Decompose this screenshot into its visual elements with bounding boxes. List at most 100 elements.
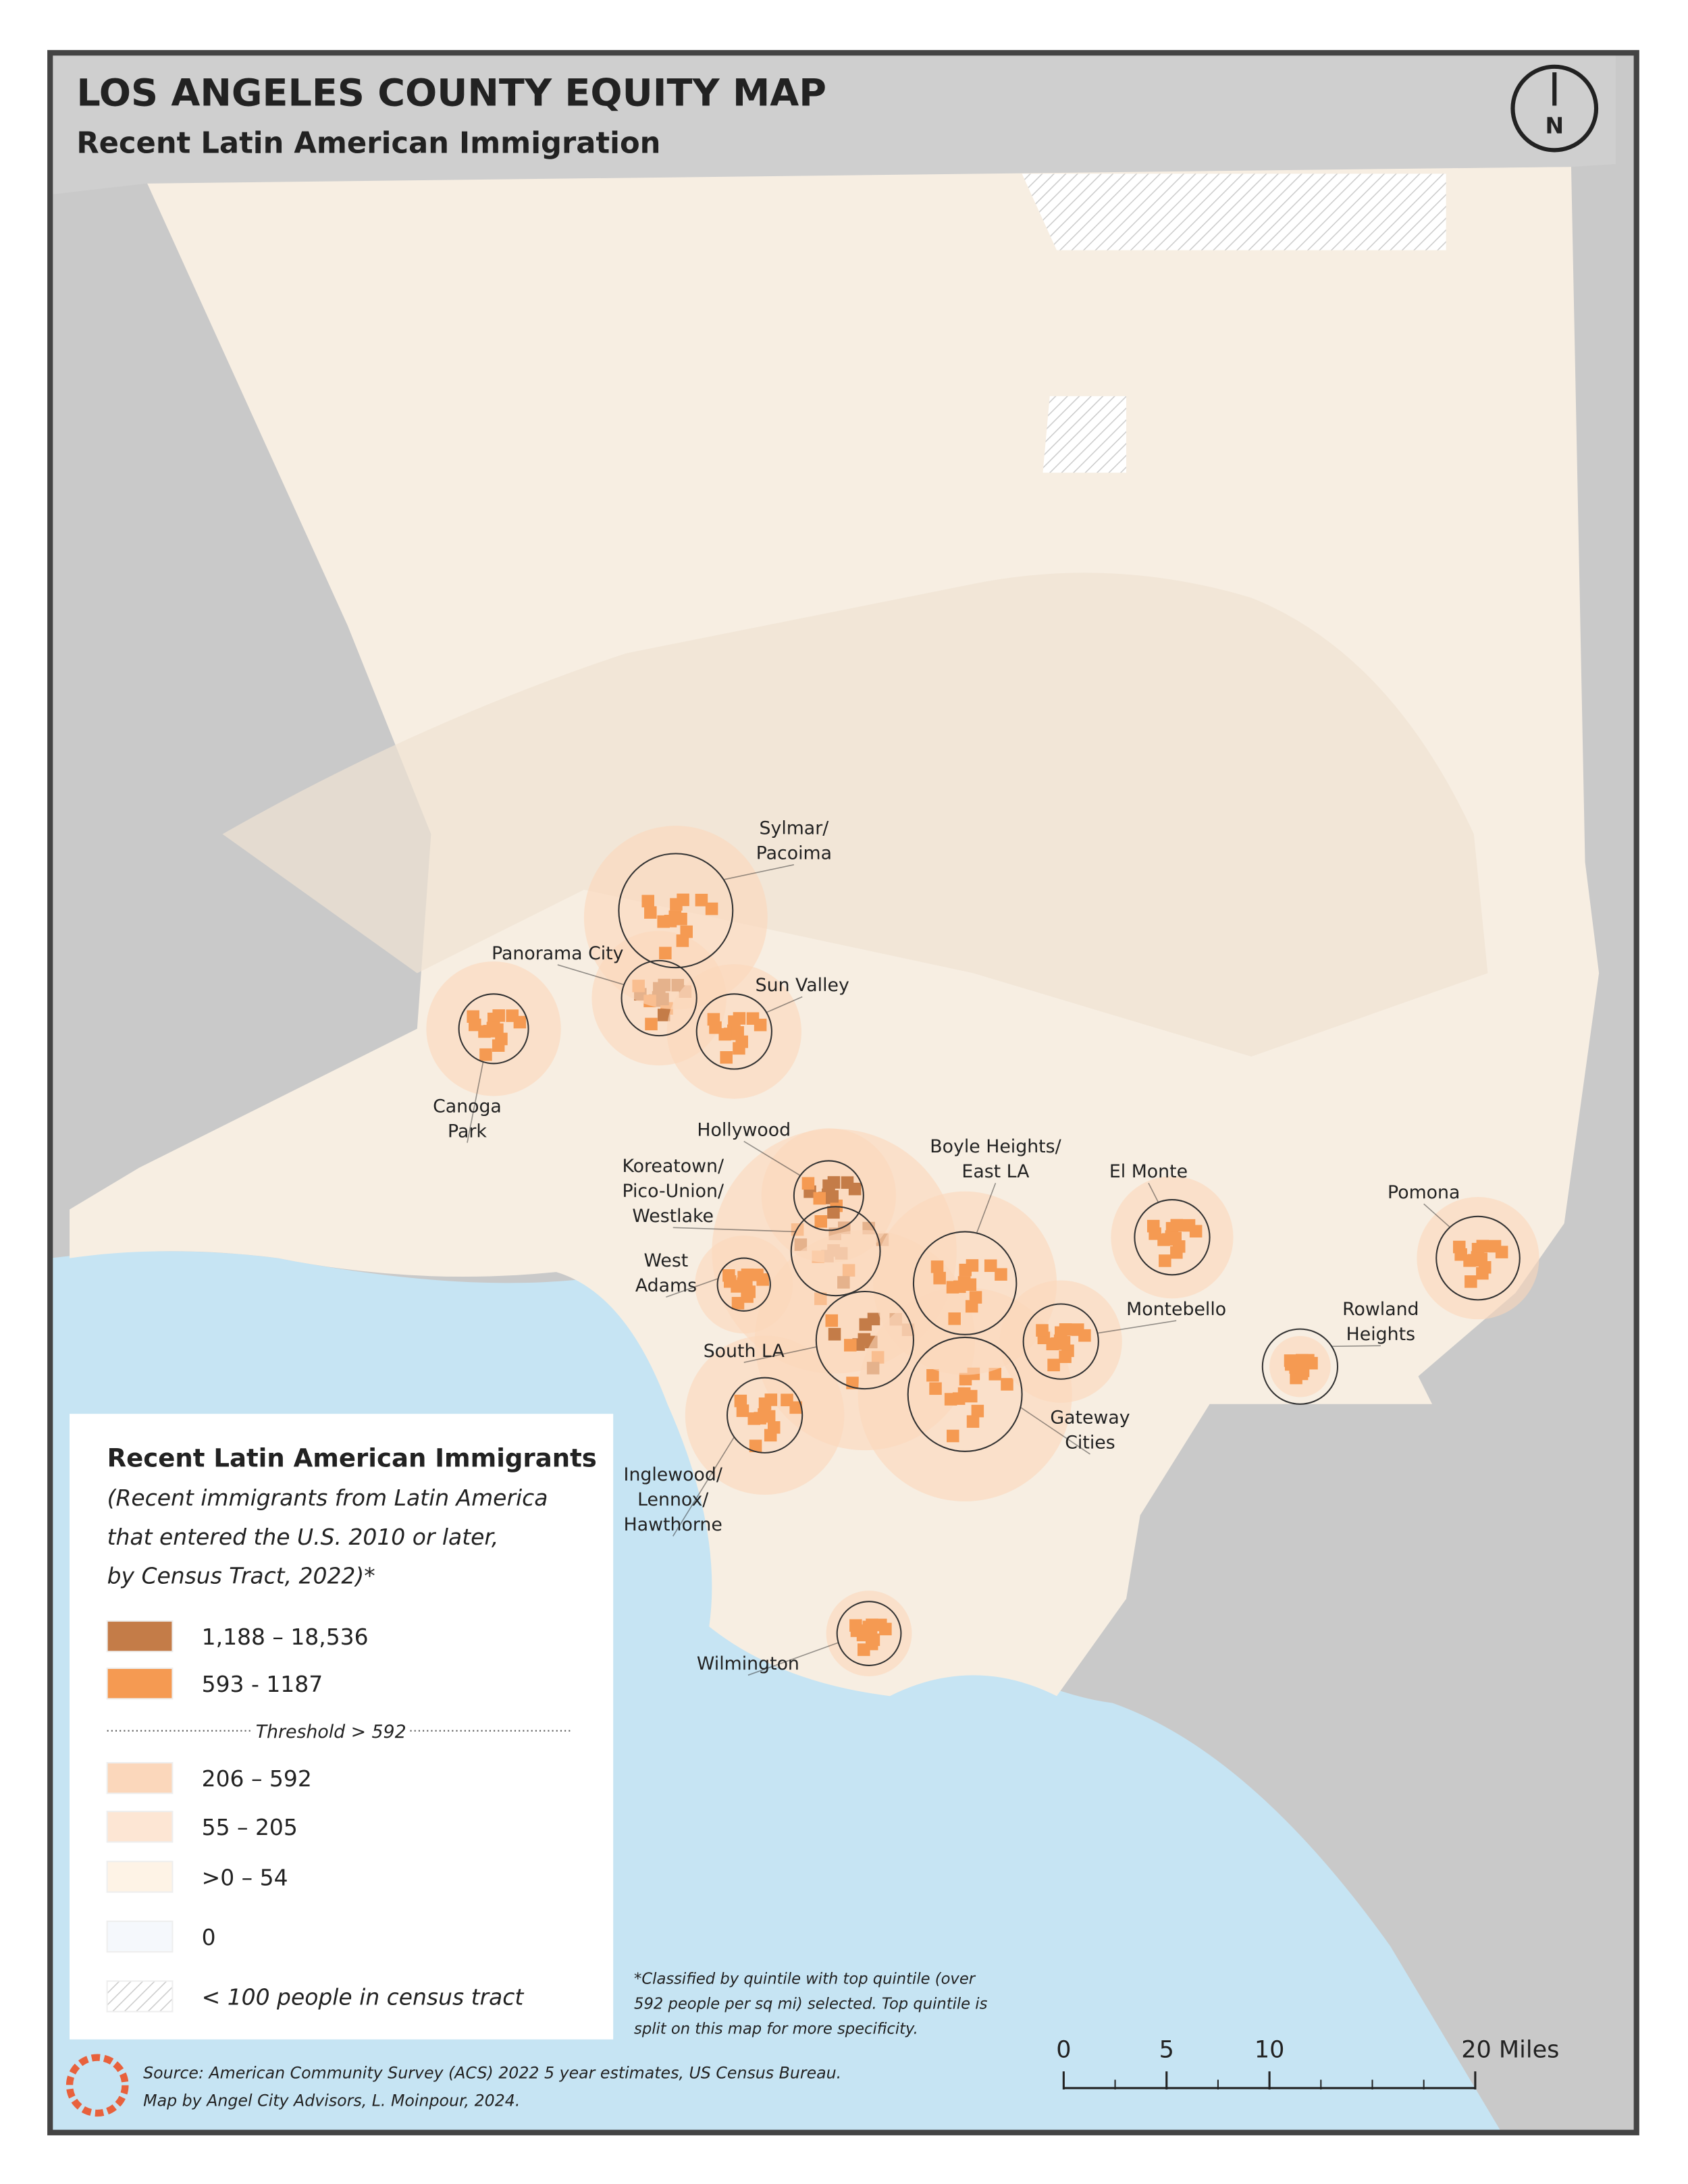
- tract: [944, 1393, 957, 1406]
- tract: [677, 893, 689, 907]
- tract: [814, 1215, 827, 1228]
- place-circle: [1435, 1215, 1521, 1301]
- tract: [707, 1013, 720, 1026]
- leader: [1020, 1406, 1090, 1455]
- subtitle: Recent Latin American Immigration: [76, 127, 660, 161]
- place-circle: [621, 959, 697, 1037]
- title: LOS ANGELES COUNTY EQUITY MAP: [76, 71, 826, 115]
- mountains: [222, 572, 1488, 1057]
- tract: [467, 1010, 479, 1023]
- tract: [731, 1026, 744, 1039]
- tract: [741, 1290, 754, 1303]
- tract: [1001, 1378, 1013, 1391]
- tract: [813, 1192, 826, 1205]
- place-label: Pomona: [1388, 1182, 1460, 1203]
- tract: [1078, 1329, 1091, 1342]
- leader: [666, 1278, 718, 1298]
- place-label: Panorama City: [492, 943, 624, 964]
- legend-swatch: [106, 1980, 174, 2013]
- tract: [720, 1051, 733, 1064]
- tract: [926, 1368, 939, 1382]
- tract: [756, 1273, 769, 1286]
- tract: [731, 1280, 743, 1293]
- tract: [657, 1009, 670, 1021]
- tract: [1047, 1358, 1060, 1372]
- tract: [966, 1415, 980, 1428]
- tract: [827, 1206, 840, 1219]
- tract: [971, 1404, 984, 1418]
- tract: [1157, 1233, 1170, 1246]
- scale-label: 5: [1159, 2037, 1174, 2064]
- place-circle: [912, 1231, 1018, 1335]
- tract: [1452, 1240, 1466, 1254]
- tract: [747, 1412, 761, 1425]
- legend-swatch: [106, 1668, 174, 1700]
- tract: [733, 1042, 745, 1055]
- tract: [948, 1312, 961, 1325]
- legend-swatch: [106, 1762, 174, 1794]
- tract: [1296, 1354, 1309, 1367]
- scale-label: 20 Miles: [1461, 2037, 1559, 2064]
- leader: [976, 1183, 997, 1233]
- place-label: Boyle Heights/: [930, 1136, 1061, 1157]
- tract: [965, 1389, 978, 1403]
- leader: [467, 1061, 484, 1143]
- place-label: Rowland: [1342, 1299, 1419, 1320]
- legend-label: 1,188 – 18,536: [202, 1624, 369, 1650]
- tract: [762, 1410, 776, 1423]
- logo: [65, 2054, 129, 2117]
- place-label: Cities: [1065, 1433, 1115, 1454]
- place-label: Lennox/: [637, 1489, 709, 1510]
- north-label: N: [1545, 113, 1564, 139]
- tract: [867, 1312, 880, 1326]
- tract: [736, 1404, 749, 1417]
- tract: [789, 1401, 802, 1414]
- tract: [879, 1622, 892, 1636]
- place-label: Hawthorne: [624, 1514, 722, 1535]
- tract: [1475, 1252, 1488, 1265]
- place-label: Sun Valley: [756, 975, 849, 996]
- notes: *Classified by quintile with top quintil…: [65, 1970, 1559, 2117]
- tract: [1465, 1275, 1477, 1288]
- legend-content: Recent Latin American Immigrants (Recent …: [106, 1443, 597, 2013]
- tract: [964, 1278, 977, 1291]
- tract: [1059, 1350, 1072, 1363]
- place-label: South LA: [704, 1341, 785, 1362]
- leader: [743, 1140, 801, 1176]
- tract: [1284, 1354, 1297, 1367]
- legend-description: by Census Tract, 2022)*: [107, 1562, 375, 1589]
- place-label: Park: [448, 1121, 487, 1142]
- tract: [930, 1260, 944, 1273]
- tract: [513, 1015, 527, 1029]
- place-circle: [1261, 1328, 1339, 1405]
- tract: [1036, 1324, 1049, 1337]
- north-arrow: [1510, 64, 1599, 153]
- place-label: Pico-Union/: [622, 1181, 724, 1202]
- place-circle: [790, 1206, 881, 1297]
- tract: [966, 1259, 979, 1272]
- place-label: Montebello: [1126, 1299, 1226, 1320]
- place-circle: [1134, 1199, 1211, 1276]
- frame: [47, 50, 1639, 2135]
- legend-label: >0 – 54: [202, 1864, 288, 1890]
- legend-swatch: [106, 1811, 174, 1843]
- source: Map by Angel City Advisors, L. Moinpour,…: [143, 2092, 520, 2110]
- hatched-area: [1043, 396, 1127, 473]
- tract: [1476, 1240, 1489, 1253]
- place-circle: [793, 1160, 864, 1231]
- scale-label: 10: [1255, 2037, 1285, 2064]
- tract: [1146, 1219, 1160, 1233]
- tract: [866, 1618, 878, 1632]
- tract: [801, 1177, 815, 1190]
- tract: [644, 906, 657, 919]
- leader: [747, 1642, 839, 1676]
- legend-swatch: [106, 1920, 174, 1953]
- leader: [1148, 1183, 1159, 1203]
- tract: [988, 1368, 1002, 1381]
- legend-label: 0: [202, 1924, 216, 1950]
- legend-title: Recent Latin American Immigrants: [107, 1443, 597, 1472]
- place-label: Heights: [1346, 1324, 1415, 1345]
- tract: [844, 1339, 857, 1352]
- place-label: Canoga: [433, 1096, 502, 1117]
